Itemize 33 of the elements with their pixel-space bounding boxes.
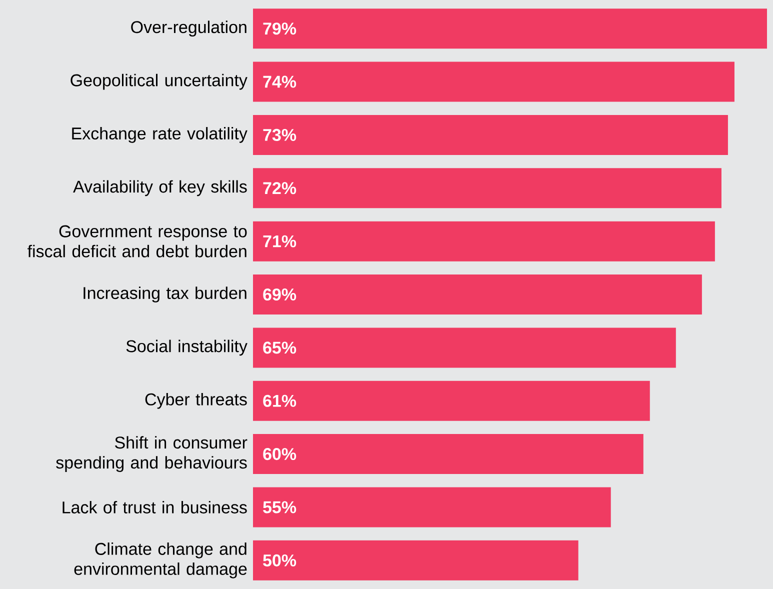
bar [253, 434, 644, 474]
data-label: 65% [263, 342, 296, 354]
data-label: 61% [263, 394, 296, 407]
bar [253, 540, 578, 580]
bar [253, 274, 702, 315]
data-label: 73% [263, 128, 296, 141]
data-label: 50% [263, 554, 296, 566]
data-label: 79% [263, 22, 296, 35]
y-tick-label: Increasing tax burden [84, 286, 246, 302]
bar [253, 328, 676, 368]
data-label: 72% [263, 182, 296, 194]
y-tick-label: Availability of key skills [73, 180, 247, 196]
y-tick-label: Exchange rate volatility [72, 127, 248, 143]
bar [253, 487, 611, 528]
y-tick-label: Over-regulation [131, 20, 246, 37]
bar [253, 62, 734, 102]
bar [253, 221, 715, 262]
y-tick-label: Government response to fiscal deficit and debt burden [28, 225, 247, 258]
data-label: 74% [263, 76, 296, 88]
y-tick-label: Lack of trust in business [62, 501, 247, 514]
y-tick-label: Social instability [126, 340, 248, 356]
data-label: 60% [263, 448, 296, 460]
y-tick-label: Climate change and environmental damage [74, 542, 247, 578]
y-tick-label: Cyber threats [145, 392, 247, 409]
bar [253, 168, 722, 208]
y-tick-label: Geopolitical uncertainty [70, 74, 248, 90]
data-label: 71% [263, 235, 296, 248]
bar [253, 8, 767, 49]
y-tick-label: Shift in consumer spending and behaviours [56, 436, 248, 472]
bar [253, 114, 728, 155]
data-label: 69% [263, 288, 296, 301]
data-label: 55% [263, 501, 296, 514]
bar [253, 380, 650, 421]
